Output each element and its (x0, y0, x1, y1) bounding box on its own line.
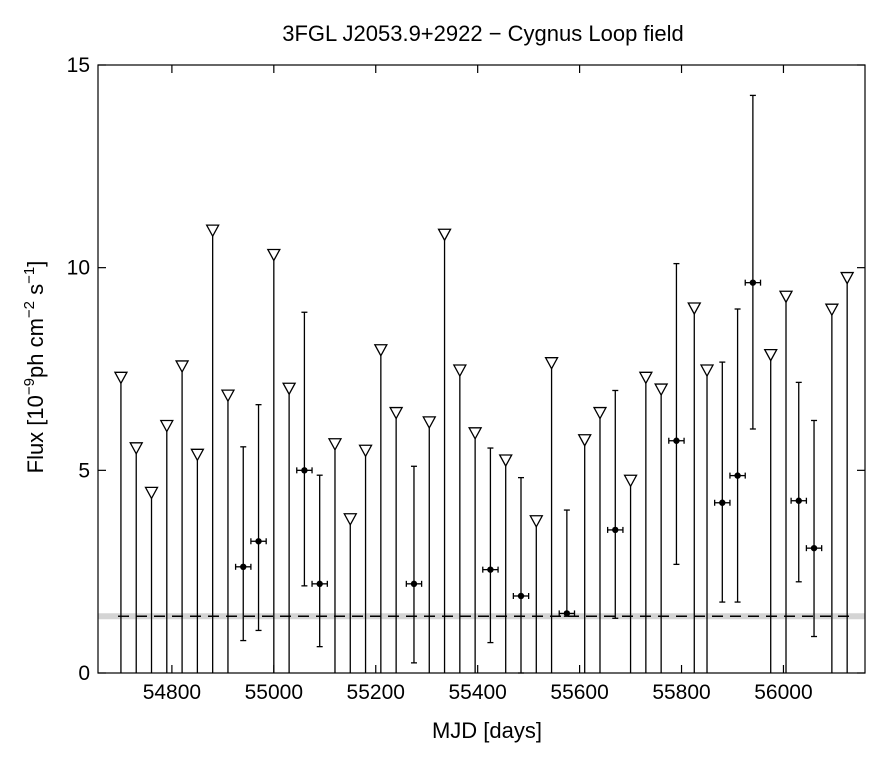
upper-limit-marker (577, 434, 592, 448)
upper-limit-marker (220, 389, 236, 403)
x-axis: 54800 55000 55200 55400 55600 55800 56000 (143, 65, 813, 704)
upper-limit-marker (763, 348, 778, 362)
upper-limit-marker (840, 271, 855, 285)
detection-point (795, 497, 802, 504)
y-axis: 0 5 10 15 (67, 54, 865, 685)
plot-frame (97, 64, 866, 674)
detection-point (410, 580, 418, 588)
detection-point (487, 566, 494, 573)
upper-limit-marker (778, 290, 794, 304)
y-label-suffix: ] (23, 261, 48, 267)
upper-limit-marker (129, 442, 144, 456)
upper-limit-marker (190, 448, 205, 462)
upper-limit-marker (699, 364, 715, 378)
chart-title: 3FGL J2053.9+2922 − Cygnus Loop field (282, 21, 684, 46)
detection-point (255, 538, 262, 545)
upper-limit-marker (389, 406, 404, 420)
detection-point (301, 467, 308, 474)
upper-limit-marker (437, 228, 452, 242)
y-label-exp2: −2 (21, 301, 38, 318)
upper-limit-marker (452, 364, 467, 378)
x-tick-label: 55800 (652, 681, 710, 704)
detection-point (749, 279, 757, 286)
detection-point (673, 437, 680, 444)
upper-limit-marker (498, 454, 513, 468)
upper-limit-marker (373, 344, 388, 358)
upper-limit-marker (638, 371, 653, 385)
upper-limit-marker (687, 302, 702, 316)
upper-limit-marker (327, 438, 343, 452)
upper-limit-marker (343, 513, 358, 527)
upper-limit-marker (623, 474, 638, 488)
upper-limit-marker (422, 416, 437, 430)
upper-limit-marker (358, 444, 373, 458)
y-tick-label: 0 (78, 662, 90, 685)
upper-limit-marker (824, 303, 839, 317)
x-tick-label: 55600 (550, 681, 608, 704)
y-tick-label: 15 (67, 54, 90, 77)
upper-limit-marker (174, 360, 190, 374)
x-tick-label: 55400 (448, 681, 506, 704)
detection-point (316, 580, 323, 588)
y-label-exp3: −1 (21, 267, 38, 284)
y-label-exp1: −9 (21, 378, 38, 395)
x-tick-label: 54800 (143, 681, 201, 704)
upper-limit-marker (468, 427, 483, 441)
y-tick-label: 10 (67, 257, 90, 280)
detection-point (240, 563, 247, 571)
y-label-prefix: Flux [10 (23, 395, 48, 473)
detection-point (810, 544, 818, 552)
y-label-mid1: ph cm (23, 318, 48, 378)
upper-limit-marker (113, 371, 129, 385)
x-tick-label: 55200 (347, 681, 405, 704)
plot-area (98, 94, 865, 674)
detection-point (719, 499, 726, 506)
upper-limit-marker (266, 248, 281, 262)
upper-limit-marker (544, 357, 559, 371)
x-tick-label: 56000 (754, 681, 812, 704)
detection-point (563, 610, 571, 617)
x-tick-label: 55000 (245, 681, 303, 704)
y-label-mid2: s (23, 284, 48, 301)
upper-limit-marker (529, 515, 544, 529)
detection-point (517, 592, 525, 600)
upper-limit-marker (592, 406, 608, 420)
upper-limit-marker (654, 383, 669, 397)
detection-point (612, 526, 619, 534)
y-axis-label: Flux [10−9ph cm−2 s−1] (21, 261, 48, 474)
upper-limit-marker (282, 382, 297, 396)
upper-limit-marker (159, 419, 174, 433)
upper-limit-marker (205, 224, 220, 238)
upper-limit-marker (144, 486, 159, 500)
detection-point (734, 472, 741, 479)
y-tick-label: 5 (78, 459, 90, 482)
x-axis-label: MJD [days] (432, 718, 542, 743)
